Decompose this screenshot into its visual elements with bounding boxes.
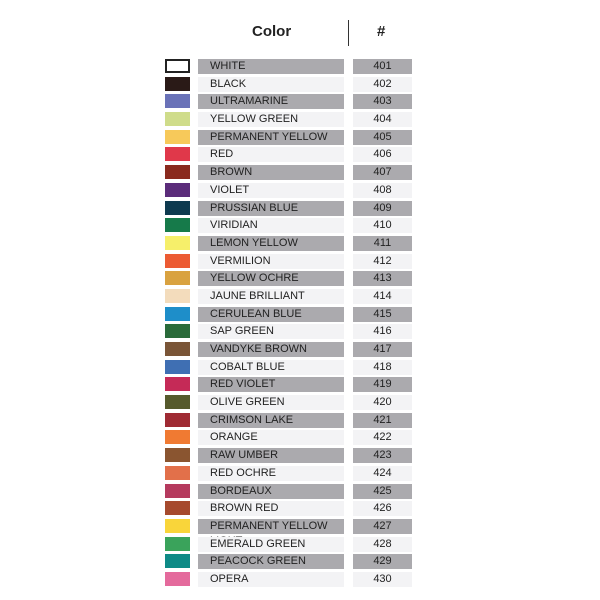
color-name: BORDEAUX bbox=[198, 483, 344, 499]
color-name: ORANGE bbox=[198, 430, 344, 446]
color-number: 406 bbox=[353, 147, 412, 163]
number-header: # bbox=[377, 23, 386, 40]
color-number: 410 bbox=[353, 218, 412, 234]
color-number: 418 bbox=[353, 359, 412, 375]
color-name: CRIMSON LAKE bbox=[198, 412, 344, 428]
color-number: 407 bbox=[353, 165, 412, 181]
color-name: BLACK bbox=[198, 76, 344, 92]
color-number: 426 bbox=[353, 501, 412, 517]
color-name: VIOLET bbox=[198, 182, 344, 198]
color-name: YELLOW OCHRE bbox=[198, 271, 344, 287]
color-number: 417 bbox=[353, 342, 412, 358]
color-number: 402 bbox=[353, 76, 412, 92]
color-swatch bbox=[165, 271, 190, 286]
divider bbox=[348, 20, 349, 46]
color-number: 408 bbox=[353, 182, 412, 198]
color-swatch bbox=[165, 412, 190, 427]
color-number: 413 bbox=[353, 271, 412, 287]
color-swatch bbox=[165, 465, 190, 480]
color-swatch bbox=[165, 129, 190, 144]
color-swatch bbox=[165, 200, 190, 215]
color-number: 421 bbox=[353, 412, 412, 428]
color-name: OPERA bbox=[198, 572, 344, 587]
color-name: PERMANENT YELLOW LIGHT bbox=[198, 518, 344, 547]
color-swatch bbox=[165, 235, 190, 250]
color-name: PRUSSIAN BLUE bbox=[198, 200, 344, 216]
color-number: 429 bbox=[353, 554, 412, 570]
color-name: RED OCHRE bbox=[198, 465, 344, 481]
color-number: 401 bbox=[353, 59, 412, 74]
color-name: PEACOCK GREEN bbox=[198, 554, 344, 570]
color-number: 412 bbox=[353, 253, 412, 269]
color-swatch bbox=[165, 112, 190, 127]
color-name: YELLOW GREEN bbox=[198, 112, 344, 128]
color-swatch bbox=[165, 342, 190, 357]
color-swatch bbox=[165, 377, 190, 392]
color-name: RED bbox=[198, 147, 344, 163]
color-swatch bbox=[165, 483, 190, 498]
color-name: EMERALD GREEN bbox=[198, 536, 344, 552]
color-swatch bbox=[165, 448, 190, 463]
color-name: VERMILION bbox=[198, 253, 344, 269]
color-number: 425 bbox=[353, 483, 412, 499]
color-swatch bbox=[165, 218, 190, 233]
color-number: 404 bbox=[353, 112, 412, 128]
color-swatch bbox=[165, 359, 190, 374]
color-number: 420 bbox=[353, 395, 412, 411]
color-name: ULTRAMARINE bbox=[198, 94, 344, 110]
color-number: 422 bbox=[353, 430, 412, 446]
color-name: VANDYKE BROWN bbox=[198, 342, 344, 358]
color-number: 405 bbox=[353, 129, 412, 145]
color-swatch bbox=[165, 76, 190, 91]
color-swatch bbox=[165, 94, 190, 109]
color-name: CERULEAN BLUE bbox=[198, 306, 344, 322]
color-swatch bbox=[165, 536, 190, 551]
color-number: 415 bbox=[353, 306, 412, 322]
color-number: 414 bbox=[353, 288, 412, 304]
color-name: SAP GREEN bbox=[198, 324, 344, 340]
color-number: 424 bbox=[353, 465, 412, 481]
color-number: 411 bbox=[353, 235, 412, 251]
color-swatch bbox=[165, 253, 190, 268]
color-swatch bbox=[165, 430, 190, 445]
color-swatch bbox=[165, 288, 190, 303]
color-name: JAUNE BRILLIANT bbox=[198, 288, 344, 304]
color-name: PERMANENT YELLOW DEEP bbox=[198, 129, 344, 158]
color-swatch bbox=[165, 165, 190, 180]
color-name: RAW UMBER bbox=[198, 448, 344, 464]
color-swatch bbox=[165, 182, 190, 197]
color-name: WHITE bbox=[198, 59, 344, 74]
color-swatch bbox=[165, 147, 190, 162]
color-header: Color bbox=[252, 23, 292, 40]
color-number: 409 bbox=[353, 200, 412, 216]
color-swatch bbox=[165, 395, 190, 410]
color-swatch bbox=[165, 554, 190, 569]
color-number: 428 bbox=[353, 536, 412, 552]
color-swatch bbox=[165, 59, 190, 73]
color-swatch bbox=[165, 306, 190, 321]
color-swatch bbox=[165, 518, 190, 533]
color-name: BROWN RED bbox=[198, 501, 344, 517]
color-number: 419 bbox=[353, 377, 412, 393]
color-swatch bbox=[165, 501, 190, 516]
color-number: 403 bbox=[353, 94, 412, 110]
color-name: OLIVE GREEN bbox=[198, 395, 344, 411]
color-name: VIRIDIAN bbox=[198, 218, 344, 234]
color-swatch bbox=[165, 324, 190, 339]
color-name: BROWN bbox=[198, 165, 344, 181]
color-swatch bbox=[165, 572, 190, 586]
color-number: 427 bbox=[353, 518, 412, 534]
color-number: 416 bbox=[353, 324, 412, 340]
color-name: COBALT BLUE bbox=[198, 359, 344, 375]
color-name: LEMON YELLOW bbox=[198, 235, 344, 251]
color-number: 430 bbox=[353, 572, 412, 587]
color-name: RED VIOLET bbox=[198, 377, 344, 393]
color-number: 423 bbox=[353, 448, 412, 464]
